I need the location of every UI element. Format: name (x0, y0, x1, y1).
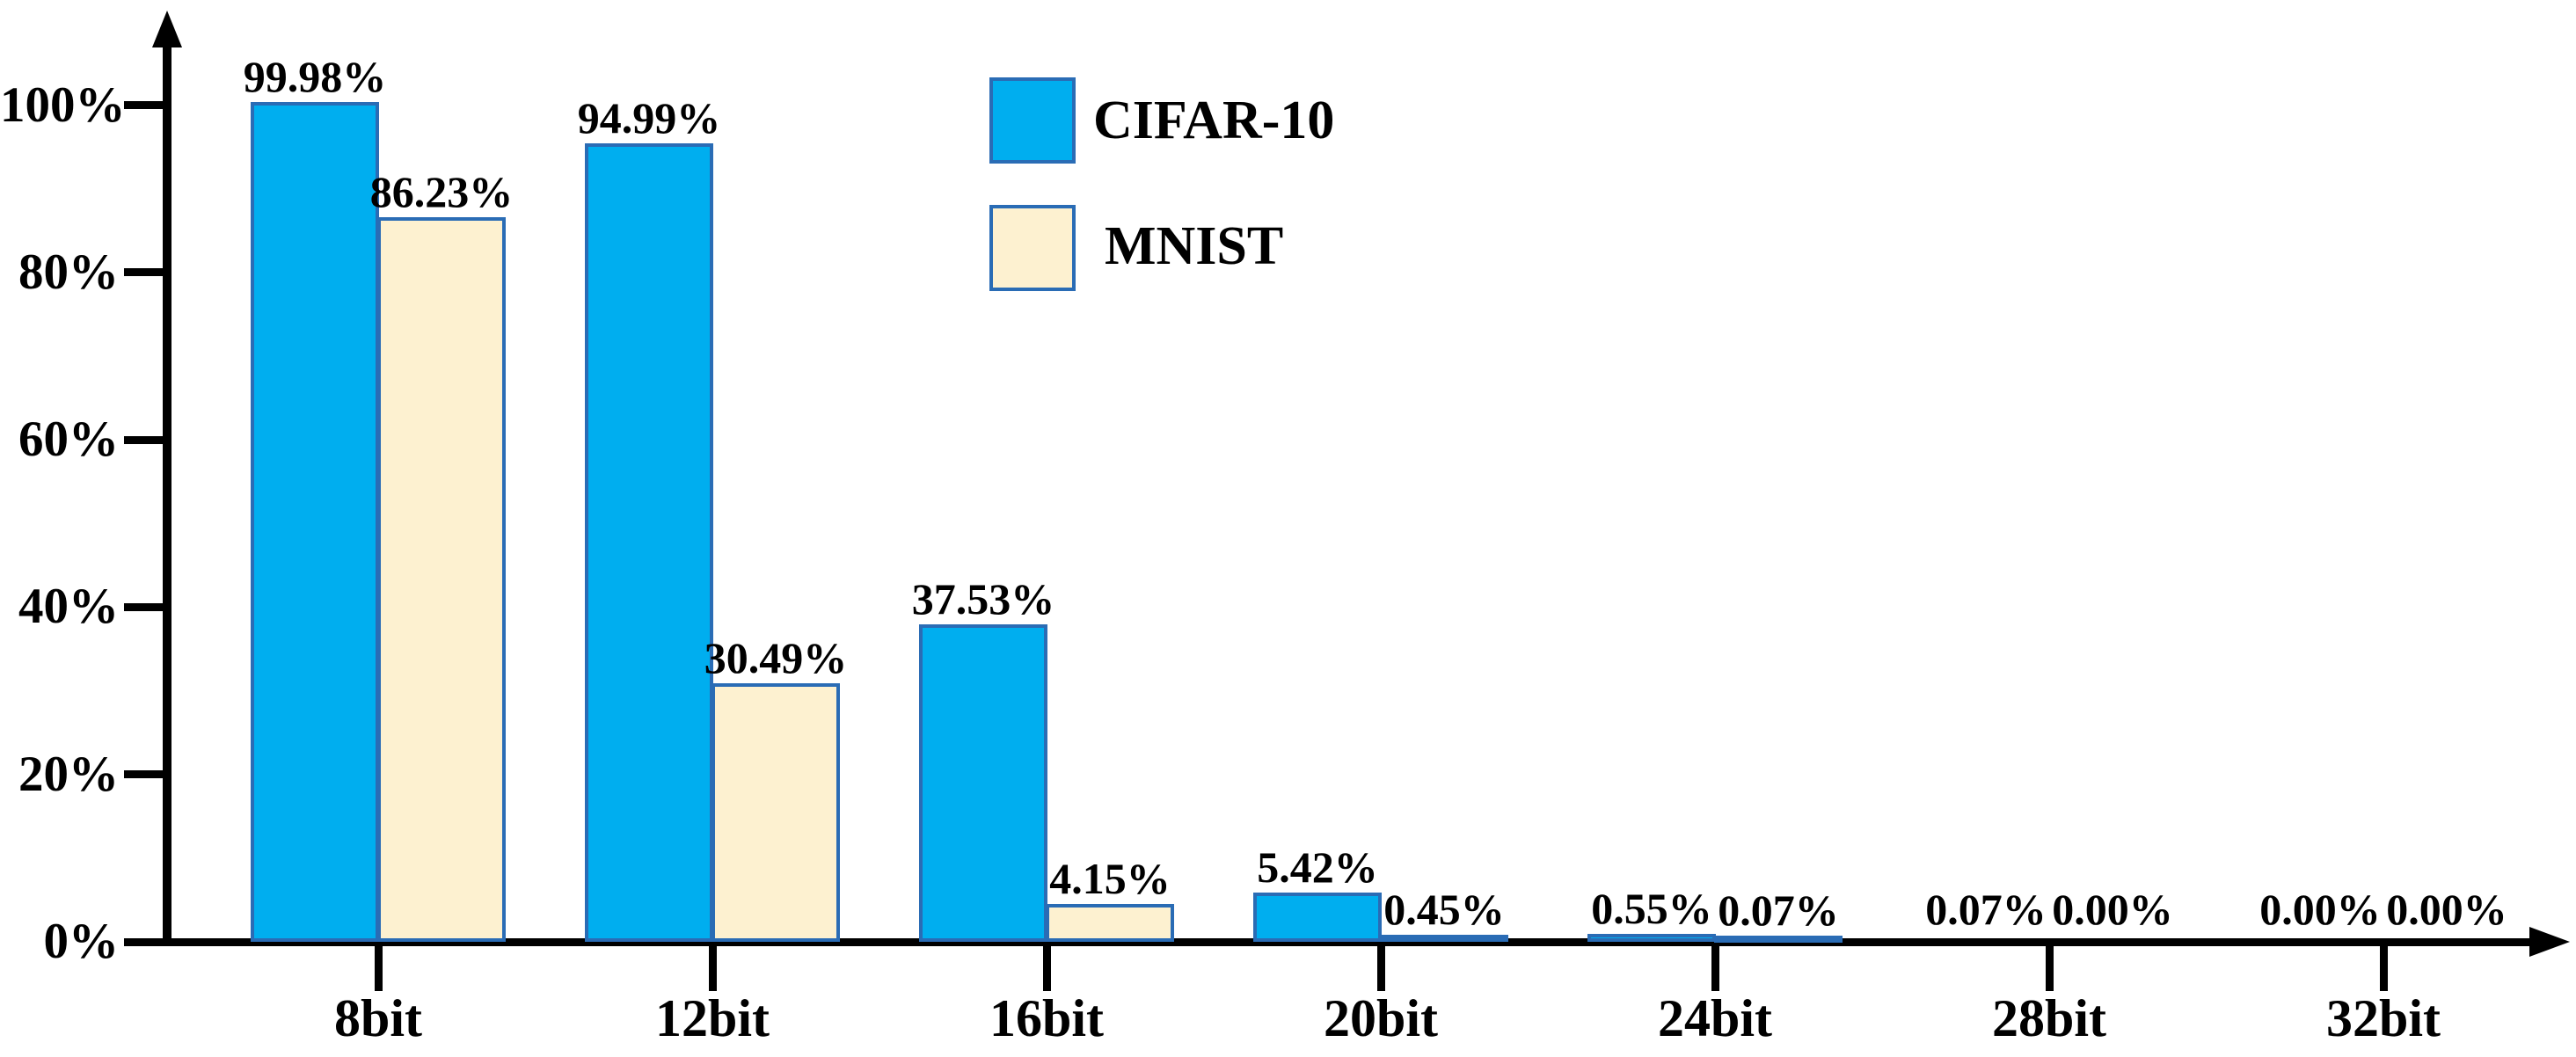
y-tick-40% (124, 602, 167, 611)
x-tick-8bit (374, 940, 383, 991)
legend-label-mnist: MNIST (1105, 216, 1284, 276)
legend-swatch-cifar10 (989, 77, 1076, 164)
value-label-mnist-20bit: 0.45% (1383, 885, 1505, 934)
bar-mnist-8bit (377, 217, 506, 942)
value-label-mnist-12bit: 30.49% (704, 633, 848, 682)
bar-cifar-10-16bit (919, 624, 1047, 942)
y-axis-arrow-icon (152, 11, 182, 47)
y-tick-label-80%: 80% (18, 244, 119, 300)
x-tick-24bit (1711, 940, 1719, 991)
value-label-mnist-32bit: 0.00% (2386, 885, 2507, 934)
bar-cifar-10-12bit (585, 143, 713, 942)
y-tick-60% (124, 435, 167, 444)
x-tick-label-24bit: 24bit (1657, 989, 1773, 1047)
x-axis-arrow-icon (2529, 927, 2570, 957)
value-label-cifar-10-24bit: 0.55% (1591, 884, 1712, 933)
y-tick-label-0%: 0% (43, 914, 120, 969)
y-axis-line (163, 35, 171, 946)
y-tick-label-40%: 40% (18, 579, 119, 635)
x-axis-line (163, 938, 2530, 946)
x-tick-16bit (1042, 940, 1051, 991)
value-label-mnist-8bit: 86.23% (369, 167, 514, 216)
y-tick-label-60%: 60% (18, 412, 119, 468)
value-label-cifar-10-28bit: 0.07% (1925, 885, 2047, 934)
value-label-cifar-10-8bit: 99.98% (243, 52, 387, 101)
bar-cifar-10-20bit (1253, 893, 1382, 942)
x-tick-20bit (1376, 940, 1385, 991)
value-label-mnist-24bit: 0.07% (1718, 886, 1839, 935)
y-tick-80% (124, 268, 167, 277)
y-tick-100% (124, 101, 167, 109)
legend-label-cifar10: CIFAR-10 (1093, 91, 1335, 150)
x-tick-12bit (708, 940, 717, 991)
value-label-mnist-16bit: 4.15% (1049, 854, 1171, 903)
y-tick-label-20%: 20% (18, 746, 119, 802)
x-tick-label-20bit: 20bit (1323, 989, 1439, 1047)
value-label-cifar-10-12bit: 94.99% (577, 93, 721, 142)
bar-mnist-24bit (1714, 936, 1843, 943)
bar-mnist-12bit (712, 683, 840, 942)
bar-mnist-16bit (1046, 904, 1174, 942)
y-tick-label-100%: 100% (0, 77, 126, 133)
bar-cifar-10-24bit (1587, 934, 1716, 942)
x-tick-label-16bit: 16bit (989, 989, 1105, 1047)
y-tick-0% (124, 937, 167, 946)
value-label-cifar-10-20bit: 5.42% (1257, 842, 1378, 892)
legend-swatch-mnist (989, 205, 1076, 291)
x-tick-32bit (2379, 940, 2388, 991)
y-tick-20% (124, 770, 167, 779)
x-tick-label-32bit: 32bit (2325, 989, 2441, 1047)
x-tick-label-12bit: 12bit (654, 989, 770, 1047)
x-tick-28bit (2045, 940, 2054, 991)
value-label-cifar-10-32bit: 0.00% (2259, 885, 2381, 934)
x-tick-label-28bit: 28bit (1991, 989, 2107, 1047)
bar-cifar-10-8bit (251, 102, 379, 942)
bar-mnist-20bit (1380, 935, 1508, 942)
value-label-cifar-10-16bit: 37.53% (911, 574, 1055, 623)
x-tick-label-8bit: 8bit (333, 989, 423, 1047)
value-label-mnist-28bit: 0.00% (2052, 885, 2173, 934)
